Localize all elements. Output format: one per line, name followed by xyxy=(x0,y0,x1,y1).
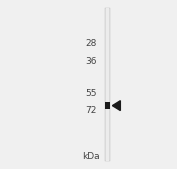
Text: 55: 55 xyxy=(85,89,96,98)
Text: 36: 36 xyxy=(85,57,96,66)
Text: 28: 28 xyxy=(85,39,96,49)
Polygon shape xyxy=(112,101,120,111)
Bar xyxy=(105,102,110,109)
Bar xyxy=(106,8,109,161)
Text: kDa: kDa xyxy=(82,152,100,161)
Bar xyxy=(105,8,110,161)
Text: 72: 72 xyxy=(85,106,96,115)
